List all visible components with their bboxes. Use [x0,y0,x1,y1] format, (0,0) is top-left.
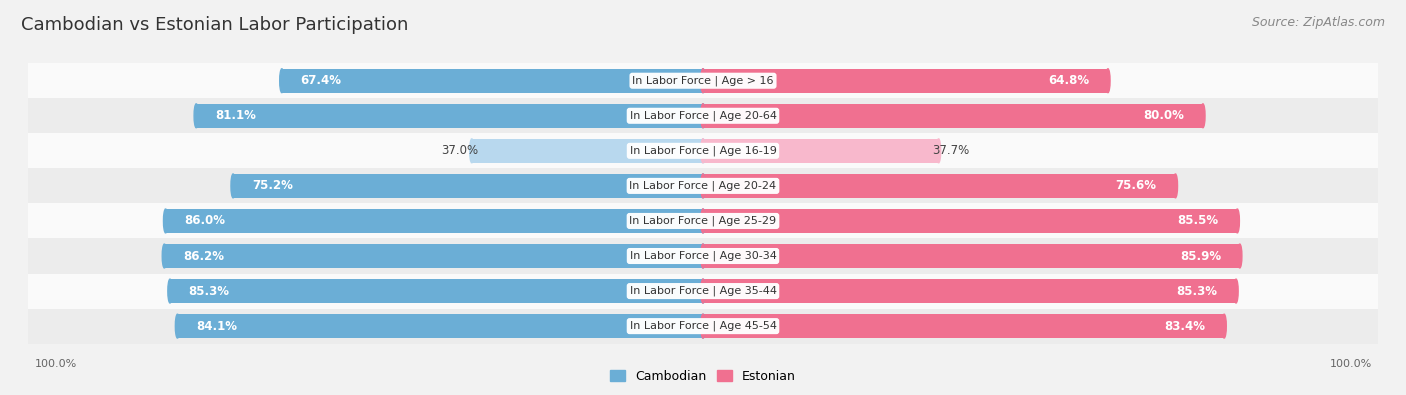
Bar [233,174,703,198]
Text: 85.9%: 85.9% [1180,250,1220,263]
Circle shape [1234,279,1239,303]
Legend: Cambodian, Estonian: Cambodian, Estonian [606,365,800,388]
Text: 85.5%: 85.5% [1177,214,1219,228]
Bar [28,168,1378,203]
Bar [197,104,703,128]
Bar [166,209,703,233]
Bar [28,203,1378,239]
Circle shape [1234,209,1240,233]
Bar [703,139,939,163]
Bar [703,69,1108,93]
Text: 37.7%: 37.7% [932,144,970,157]
Circle shape [700,314,706,338]
Circle shape [700,209,706,233]
Bar [170,279,703,303]
Text: Cambodian vs Estonian Labor Participation: Cambodian vs Estonian Labor Participatio… [21,16,409,34]
Text: 37.0%: 37.0% [441,144,478,157]
Text: 100.0%: 100.0% [1330,359,1372,369]
Bar [28,273,1378,308]
Bar [28,239,1378,273]
Text: In Labor Force | Age 45-54: In Labor Force | Age 45-54 [630,321,776,331]
Bar [703,104,1204,128]
Text: 85.3%: 85.3% [188,284,229,297]
Bar [177,314,703,338]
Text: 80.0%: 80.0% [1143,109,1184,122]
Circle shape [700,69,706,93]
Text: 86.0%: 86.0% [184,214,225,228]
Circle shape [194,104,198,128]
Circle shape [470,139,474,163]
Bar [165,244,703,268]
Text: 100.0%: 100.0% [34,359,76,369]
Circle shape [700,69,706,93]
Bar [703,174,1175,198]
Circle shape [700,139,706,163]
Text: In Labor Force | Age 20-24: In Labor Force | Age 20-24 [630,181,776,191]
Circle shape [1173,174,1178,198]
Circle shape [1105,69,1111,93]
Circle shape [231,174,235,198]
Text: 81.1%: 81.1% [215,109,256,122]
Text: 64.8%: 64.8% [1047,74,1090,87]
Circle shape [1222,314,1226,338]
Circle shape [1237,244,1241,268]
Circle shape [700,104,706,128]
Circle shape [1201,104,1205,128]
Text: In Labor Force | Age 16-19: In Labor Force | Age 16-19 [630,146,776,156]
Text: In Labor Force | Age > 16: In Labor Force | Age > 16 [633,75,773,86]
Circle shape [700,244,706,268]
Circle shape [700,139,706,163]
Circle shape [162,244,166,268]
Text: 75.6%: 75.6% [1116,179,1157,192]
Circle shape [700,104,706,128]
Circle shape [700,279,706,303]
Bar [28,63,1378,98]
Circle shape [700,244,706,268]
Circle shape [700,279,706,303]
Bar [703,279,1236,303]
Text: In Labor Force | Age 25-29: In Labor Force | Age 25-29 [630,216,776,226]
Text: In Labor Force | Age 20-64: In Labor Force | Age 20-64 [630,111,776,121]
Circle shape [700,174,706,198]
Bar [281,69,703,93]
Circle shape [167,279,172,303]
Circle shape [280,69,284,93]
Circle shape [936,139,941,163]
Circle shape [700,174,706,198]
Text: 86.2%: 86.2% [183,250,224,263]
Text: Source: ZipAtlas.com: Source: ZipAtlas.com [1251,16,1385,29]
Bar [703,314,1225,338]
Circle shape [700,209,706,233]
Circle shape [176,314,180,338]
Circle shape [163,209,167,233]
Bar [28,134,1378,168]
Bar [703,244,1240,268]
Bar [28,98,1378,134]
Text: 67.4%: 67.4% [301,74,342,87]
Bar [472,139,703,163]
Text: 83.4%: 83.4% [1164,320,1205,333]
Text: 75.2%: 75.2% [252,179,292,192]
Text: In Labor Force | Age 35-44: In Labor Force | Age 35-44 [630,286,776,296]
Bar [28,308,1378,344]
Bar [703,209,1237,233]
Text: In Labor Force | Age 30-34: In Labor Force | Age 30-34 [630,251,776,261]
Text: 84.1%: 84.1% [197,320,238,333]
Text: 85.3%: 85.3% [1177,284,1218,297]
Circle shape [700,314,706,338]
